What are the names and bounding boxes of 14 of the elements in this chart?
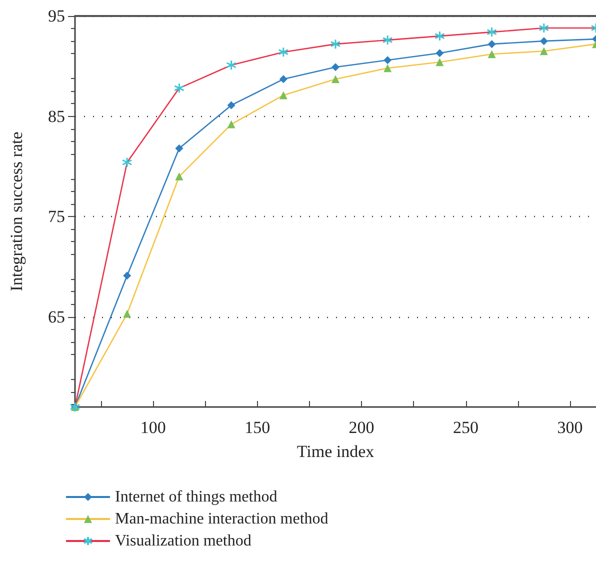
x-axis-title: Time index (296, 442, 375, 461)
x-tick-label: 250 (453, 418, 478, 437)
x-tick-label: 300 (557, 418, 583, 437)
y-axis-title: Integration success rate (7, 132, 26, 292)
y-tick-label: 85 (48, 106, 65, 126)
y-tick-label: 65 (48, 307, 65, 326)
x-tick-label: 150 (244, 418, 270, 437)
x-tick-label: 200 (348, 418, 374, 437)
legend-label: Internet of things method (115, 488, 278, 506)
y-tick-label: 75 (48, 207, 65, 226)
y-tick-label: 95 (48, 6, 65, 26)
legend-label: Visualization method (115, 532, 252, 550)
legend-label: Man-machine interaction method (115, 510, 328, 528)
x-tick-label: 100 (140, 418, 166, 437)
